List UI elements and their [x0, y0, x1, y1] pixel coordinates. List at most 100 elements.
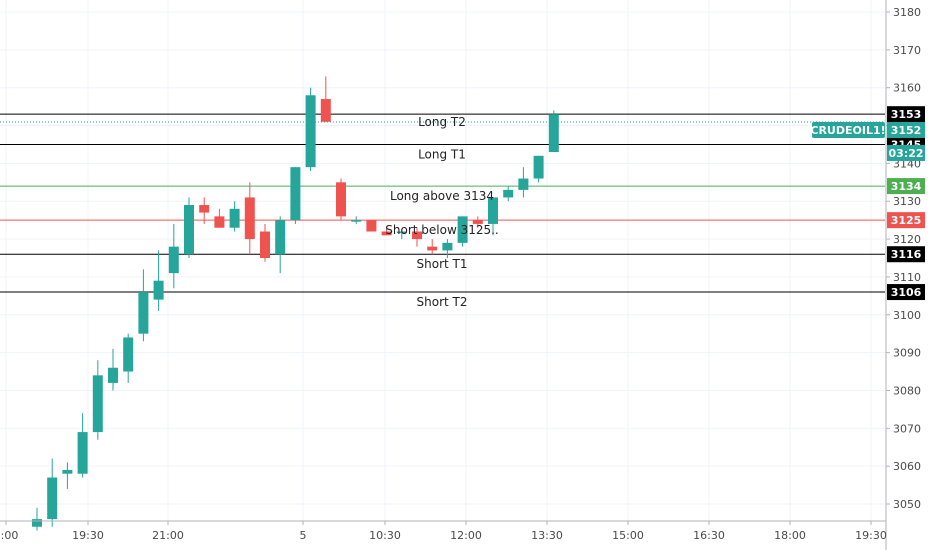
candle-body-8 — [153, 280, 164, 300]
candle-2 — [62, 462, 73, 489]
symbol-label-bg — [812, 121, 885, 138]
candle-body-30 — [488, 197, 498, 224]
candle-18 — [305, 87, 316, 171]
candle-19 — [320, 76, 331, 122]
x-tick-label-7: 15:00 — [612, 529, 644, 542]
y-tick-label-3070: 3070 — [893, 422, 921, 435]
candle-6 — [123, 333, 134, 383]
countdown-tag-bg — [887, 144, 925, 161]
symbol-label-text: CRUDEOIL1! — [810, 124, 885, 137]
last-price-tag: 3152 — [887, 121, 925, 138]
candle-body-19 — [320, 99, 331, 122]
price-tags: 315331453134312531163106315203:22CRUDEOI… — [810, 106, 925, 301]
x-tick-label-6: 13:30 — [531, 529, 563, 542]
annotation-3145: Long T1 — [418, 147, 466, 161]
candle-30 — [488, 197, 498, 236]
candle-body-26 — [427, 246, 438, 251]
candle-16 — [275, 216, 286, 274]
candle-3 — [77, 413, 88, 478]
candle-12 — [214, 208, 225, 228]
price-tag-3116-bg — [887, 246, 925, 263]
candle-9 — [168, 223, 179, 289]
candle-1 — [47, 458, 58, 527]
x-tick-label-9: 18:00 — [774, 529, 806, 542]
y-tick-label-3110: 3110 — [893, 271, 921, 284]
candle-5 — [108, 348, 118, 391]
candle-body-24 — [396, 231, 407, 234]
candle-body-16 — [275, 220, 286, 255]
annotation-3116: Short T1 — [417, 257, 468, 271]
candle-13 — [229, 201, 240, 232]
candle-0 — [32, 507, 42, 531]
price-tag-3134: 3134 — [887, 178, 925, 195]
candle-32 — [518, 167, 529, 198]
price-tag-3134-text: 3134 — [891, 180, 922, 193]
candle-body-10 — [184, 205, 194, 255]
annotation-3125: Short below 3125.. — [385, 223, 499, 237]
y-tick-label-3090: 3090 — [893, 347, 921, 360]
price-tag-3153: 3153 — [887, 106, 925, 123]
candle-4 — [92, 360, 103, 440]
candle-body-22 — [366, 220, 377, 232]
candle-33 — [533, 155, 544, 183]
candle-14 — [244, 182, 255, 255]
candle-21 — [351, 216, 362, 224]
candle-body-9 — [168, 246, 179, 274]
candle-body-21 — [351, 220, 362, 222]
candle-15 — [260, 223, 270, 262]
candle-10 — [184, 197, 194, 258]
candle-body-2 — [62, 469, 73, 474]
countdown-tag-text: 03:22 — [888, 147, 923, 160]
countdown-tag: 03:22 — [887, 144, 925, 161]
candle-25 — [412, 227, 422, 247]
price-tag-3106-text: 3106 — [891, 286, 922, 299]
candle-22 — [366, 220, 377, 232]
candle-body-12 — [214, 216, 225, 228]
y-tick-label-3100: 3100 — [893, 309, 921, 322]
candle-body-33 — [533, 155, 544, 179]
candle-body-6 — [123, 337, 134, 372]
candle-body-3 — [77, 432, 88, 474]
y-tick-label-3160: 3160 — [893, 82, 921, 95]
candle-body-20 — [336, 182, 346, 217]
x-tick-label-2: 21:00 — [152, 529, 184, 542]
candle-body-5 — [108, 367, 118, 383]
candle-body-32 — [518, 178, 529, 190]
candle-body-1 — [47, 477, 58, 520]
price-tag-3125-text: 3125 — [891, 214, 922, 227]
y-tick-label-3180: 3180 — [893, 6, 921, 19]
candle-body-25 — [412, 231, 422, 240]
annotation-3134: Long above 3134 — [390, 189, 494, 203]
candle-23 — [381, 227, 392, 236]
price-tag-3134-bg — [887, 178, 925, 195]
candle-body-23 — [381, 231, 392, 236]
y-tick-label-3120: 3120 — [893, 233, 921, 246]
price-tag-3106-bg — [887, 284, 925, 301]
y-tick-label-3050: 3050 — [893, 498, 921, 511]
price-tag-3116: 3116 — [887, 246, 925, 263]
candle-body-13 — [229, 208, 240, 228]
y-tick-label-3170: 3170 — [893, 44, 921, 57]
last-price-tag-bg — [887, 121, 925, 138]
candle-body-31 — [503, 189, 514, 198]
candle-body-17 — [290, 167, 301, 221]
candle-body-15 — [260, 231, 270, 258]
x-tick-label-0: 8:00 — [0, 529, 18, 542]
x-tick-label-8: 16:30 — [693, 529, 725, 542]
last-price-tag-text: 3152 — [891, 124, 922, 137]
annotation-3153: Long T2 — [418, 115, 466, 129]
x-tick-label-4: 10:30 — [369, 529, 401, 542]
candle-26 — [427, 239, 438, 255]
candle-body-34 — [548, 114, 559, 153]
symbol-label[interactable]: CRUDEOIL1! — [810, 121, 886, 138]
price-tag-3116-text: 3116 — [891, 248, 922, 261]
candle-34 — [548, 110, 559, 153]
level-annotations: Long T2 Long T1 Long above 3134 Short below… — [385, 115, 499, 309]
candle-27 — [442, 239, 453, 258]
price-tag-3106: 3106 — [887, 284, 925, 301]
price-tag-3125-bg — [887, 212, 925, 229]
y-tick-label-3060: 3060 — [893, 460, 921, 473]
candlesticks — [32, 76, 559, 531]
